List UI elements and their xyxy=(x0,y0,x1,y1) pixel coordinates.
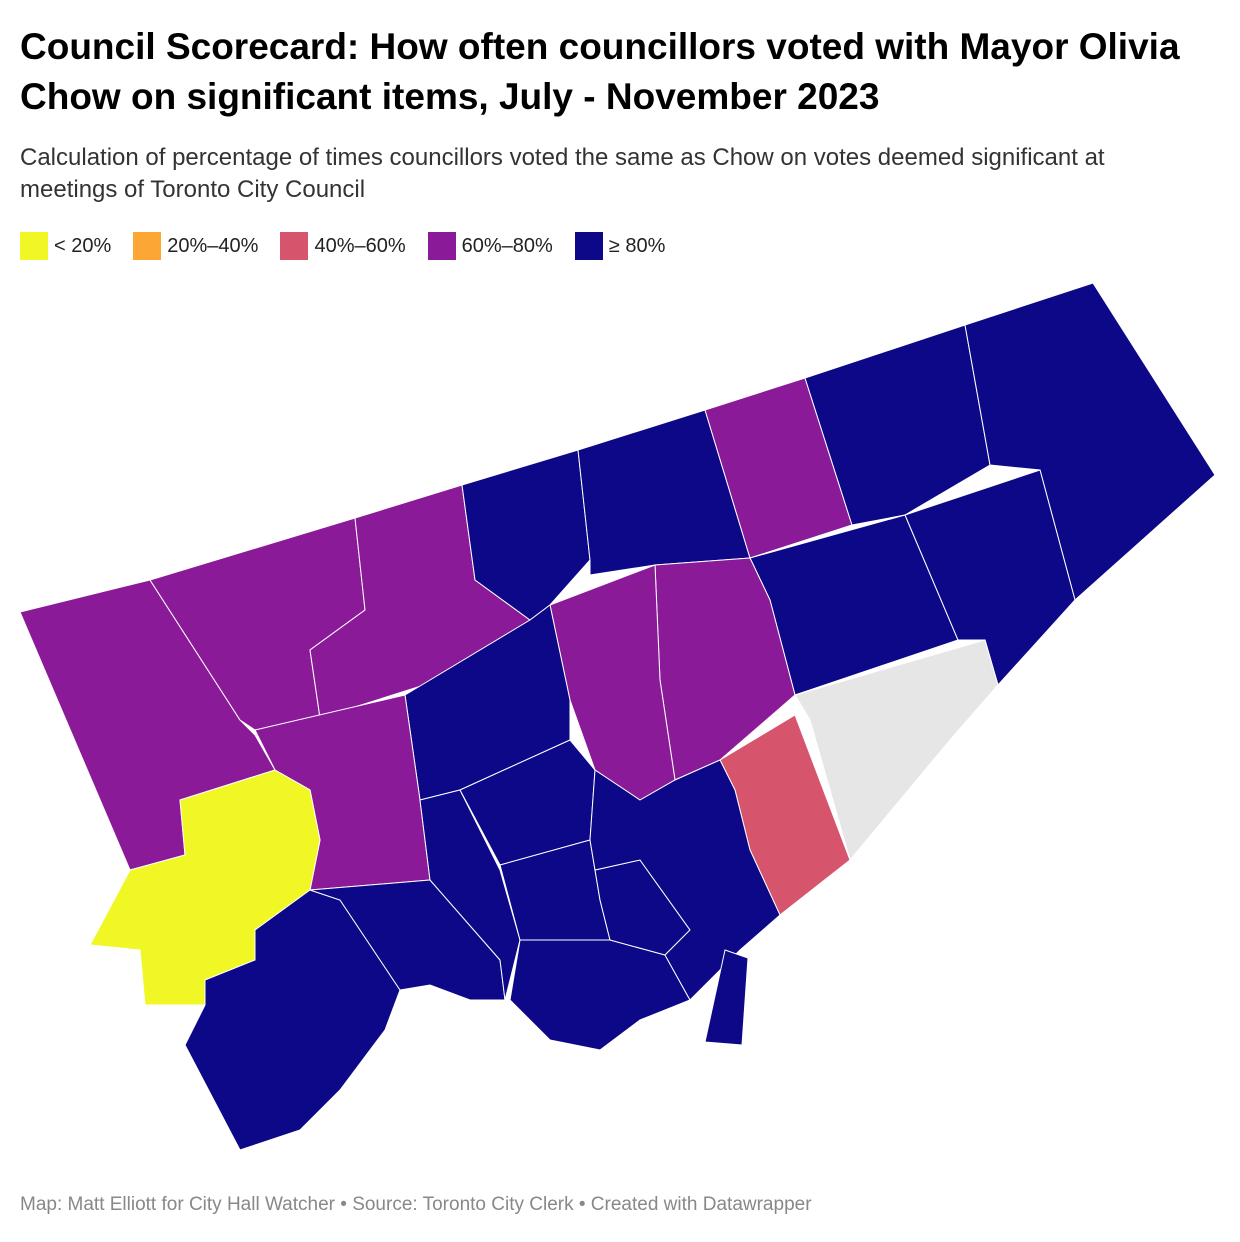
legend-item: 60%–80% xyxy=(427,232,553,260)
legend-swatch xyxy=(20,232,48,260)
legend: < 20% 20%–40% 40%–60% 60%–80% ≥ 80% xyxy=(20,232,665,260)
ward xyxy=(509,939,691,1051)
footer: Map: Matt Elliott for City Hall Watcher … xyxy=(20,1194,812,1215)
legend-label: 60%–80% xyxy=(461,234,553,257)
subtitle: Calculation of percentage of times counc… xyxy=(20,144,1105,203)
legend-swatch xyxy=(574,232,603,260)
no-data-ward xyxy=(794,639,999,862)
legend-label: 40%–60% xyxy=(314,234,406,257)
legend-label: 20%–40% xyxy=(167,234,259,257)
title: Council Scorecard: How often councillors… xyxy=(20,26,1180,117)
legend-item: 20%–40% xyxy=(133,232,258,260)
legend-item: ≥ 80% xyxy=(574,232,666,260)
legend-label: < 20% xyxy=(54,234,112,257)
ward xyxy=(804,324,991,526)
ward xyxy=(704,949,749,1046)
legend-swatch xyxy=(133,232,162,260)
legend-item: < 20% xyxy=(20,232,111,260)
legend-swatch xyxy=(280,232,309,260)
legend-label: ≥ 80% xyxy=(608,234,666,257)
legend-swatch xyxy=(427,232,456,260)
legend-item: 40%–60% xyxy=(280,232,406,260)
ward xyxy=(589,759,781,1001)
